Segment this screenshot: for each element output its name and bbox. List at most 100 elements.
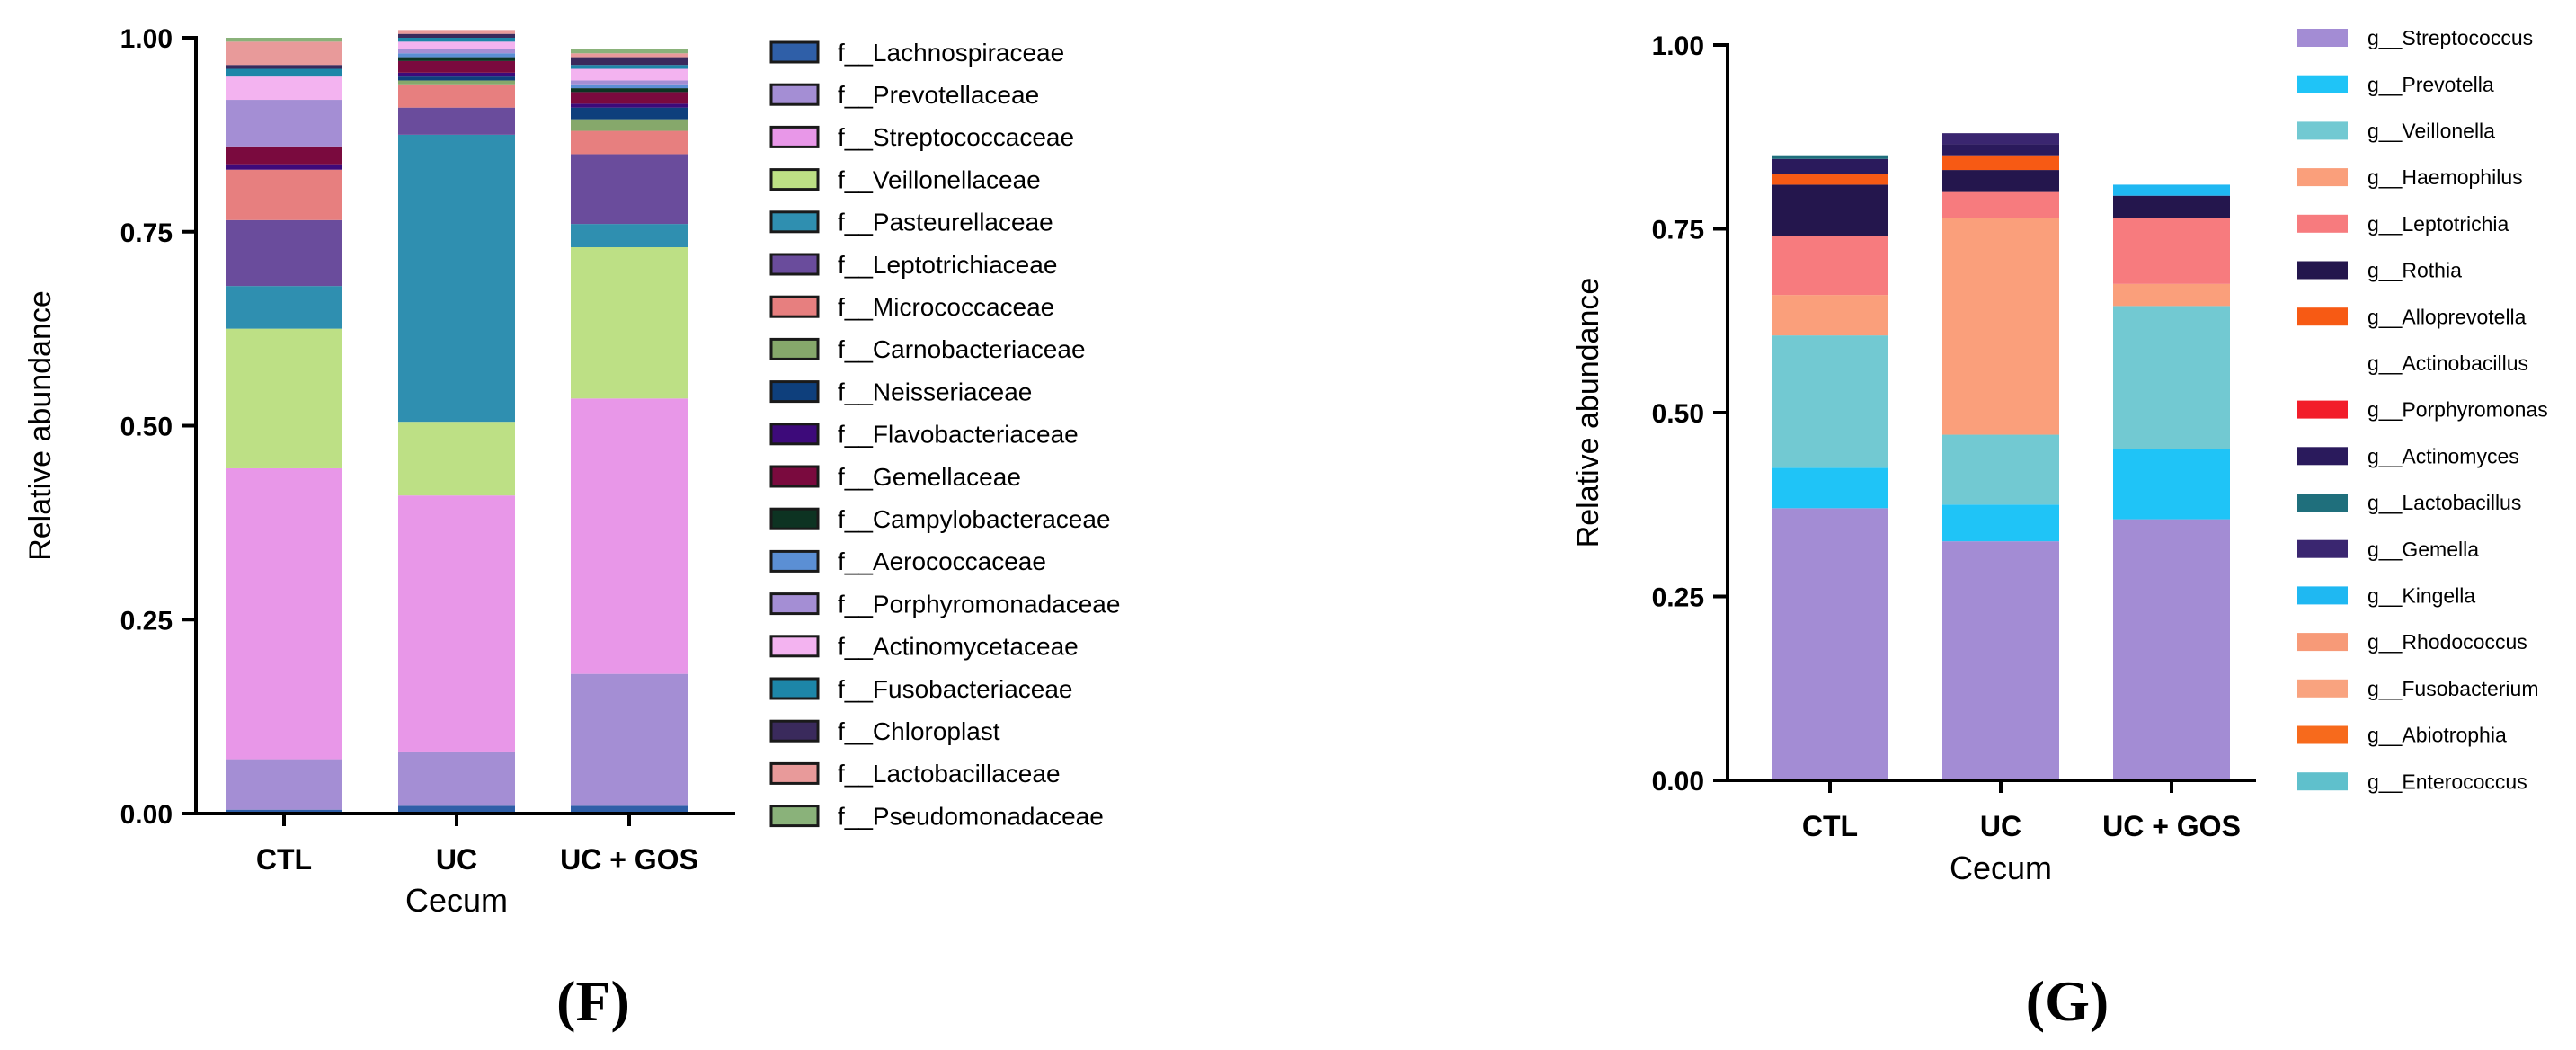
bar-segment <box>1772 174 1888 185</box>
legend-label: g__Prevotella <box>2367 73 2494 96</box>
legend-swatch <box>2297 168 2348 187</box>
bar-segment <box>571 805 688 814</box>
legend-label: f__Neisseriaceae <box>838 378 1032 405</box>
legend-swatch <box>2297 307 2348 326</box>
legend-label: g__Gemella <box>2367 538 2479 561</box>
legend-item: f__Campylobacteraceae <box>769 505 1111 533</box>
bar-segment <box>1942 133 2059 145</box>
bar-segment <box>226 467 342 760</box>
legend-swatch <box>769 761 820 785</box>
legend-label: f__Chloroplast <box>838 717 1000 745</box>
legend-item: f__Pasteurellaceae <box>769 209 1053 236</box>
legend-swatch <box>2297 121 2348 140</box>
legend-item: f__Fusobacteriaceae <box>769 675 1073 703</box>
x-tick-label: CTL <box>256 843 312 876</box>
legend-label: g__Leptotrichia <box>2367 212 2509 236</box>
bar-segment <box>571 103 688 108</box>
bar-segment <box>1942 144 2059 156</box>
legend-item: f__Actinomycetaceae <box>769 633 1079 661</box>
legend-item: f__Micrococcaceae <box>769 293 1054 321</box>
x-axis-title: Cecum <box>405 882 508 919</box>
legend-swatch <box>2297 214 2348 233</box>
legend-label: f__Actinomycetaceae <box>838 633 1079 661</box>
bar-stack-2 <box>2113 184 2230 780</box>
legend-swatch <box>769 592 820 616</box>
bar-segment <box>398 57 515 61</box>
legend-label: g__Actinomyces <box>2367 444 2519 467</box>
bar-segment <box>1772 335 1888 468</box>
bar-segment <box>571 119 688 131</box>
bar-segment <box>226 328 342 468</box>
bar-stack-0 <box>1772 155 1888 780</box>
legend-item: g__Rothia <box>2297 259 2462 282</box>
legend-swatch <box>769 125 820 148</box>
legend-item: g__Leptotrichia <box>2297 212 2509 236</box>
legend-label: f__Lachnospiraceae <box>838 39 1064 67</box>
bar-segment <box>398 41 515 49</box>
legend-swatch <box>2297 539 2348 558</box>
bar-segment <box>571 65 688 69</box>
bar-segment <box>571 673 688 806</box>
legend-label: g__Actinobacillus <box>2367 351 2528 375</box>
bar-segment <box>226 286 342 329</box>
legend-item: g__Haemophilus <box>2297 165 2523 189</box>
bar-segment <box>571 80 688 85</box>
bar-segment <box>571 107 688 120</box>
panel-label: (G) <box>2026 969 2109 1033</box>
legend-label: f__Streptococcaceae <box>838 123 1074 151</box>
bar-segment <box>226 146 342 165</box>
y-tick-label: 1.00 <box>1652 31 1704 61</box>
x-tick-label: UC <box>436 843 477 876</box>
legend-swatch <box>769 635 820 658</box>
legend-item: g__Rhodococcus <box>2297 630 2527 654</box>
bar-segment <box>571 49 688 54</box>
legend-swatch <box>2297 494 2348 512</box>
legend-swatch <box>2297 679 2348 698</box>
x-tick-label: UC + GOS <box>2102 810 2241 842</box>
panel-label: (F) <box>556 969 630 1033</box>
legend-swatch <box>769 40 820 64</box>
bar-segment <box>1772 158 1888 174</box>
bar-segment <box>2113 283 2230 307</box>
bar-segment <box>2113 195 2230 218</box>
y-tick-label: 0.75 <box>1652 216 1704 245</box>
legend-item: g__Lactobacillus <box>2297 491 2521 514</box>
bar-segment <box>2113 184 2230 196</box>
legend-label: f__Prevotellaceae <box>838 81 1039 109</box>
legend-item: f__Neisseriaceae <box>769 378 1032 405</box>
legend-label: g__Lactobacillus <box>2367 491 2521 514</box>
bar-segment <box>571 53 688 58</box>
legend-item: f__Streptococcaceae <box>769 123 1074 151</box>
legend-item: f__Veillonellaceae <box>769 165 1041 193</box>
legend-label: g__Porphyromonas <box>2367 398 2548 422</box>
legend-label: f__Fusobacteriaceae <box>838 675 1073 703</box>
legend-swatch <box>2297 725 2348 744</box>
legend-label: g__Abiotrophia <box>2367 724 2507 747</box>
legend-item: f__Carnobacteriaceae <box>769 335 1086 363</box>
bar-segment <box>571 57 688 66</box>
legend-swatch <box>2297 586 2348 605</box>
legend-item: f__Chloroplast <box>769 717 1000 745</box>
bar-segment <box>1772 155 1888 159</box>
bar-segment <box>1942 155 2059 171</box>
y-tick-label: 0.25 <box>120 606 173 636</box>
bar-segment <box>226 38 342 42</box>
x-tick-label: UC <box>1980 810 2021 842</box>
y-tick-label: 0.00 <box>120 800 173 830</box>
legend-item: f__Lactobacillaceae <box>769 760 1061 788</box>
bar-segment <box>398 805 515 814</box>
legend-label: f__Carnobacteriaceae <box>838 335 1086 363</box>
bar-segment <box>1772 508 1888 780</box>
legend-label: g__Haemophilus <box>2367 165 2523 189</box>
bar-stack-2 <box>571 49 688 814</box>
bar-segment <box>398 134 515 423</box>
bar-segment <box>398 33 515 38</box>
legend-swatch <box>2297 29 2348 47</box>
legend-item: g__Alloprevotella <box>2297 305 2527 328</box>
bar-segment <box>398 49 515 54</box>
legend-swatch <box>769 507 820 530</box>
bar-segment <box>398 72 515 77</box>
legend-label: g__Enterococcus <box>2367 770 2527 793</box>
legend-item: f__Lachnospiraceae <box>769 39 1064 67</box>
legend-item: g__Gemella <box>2297 538 2479 561</box>
